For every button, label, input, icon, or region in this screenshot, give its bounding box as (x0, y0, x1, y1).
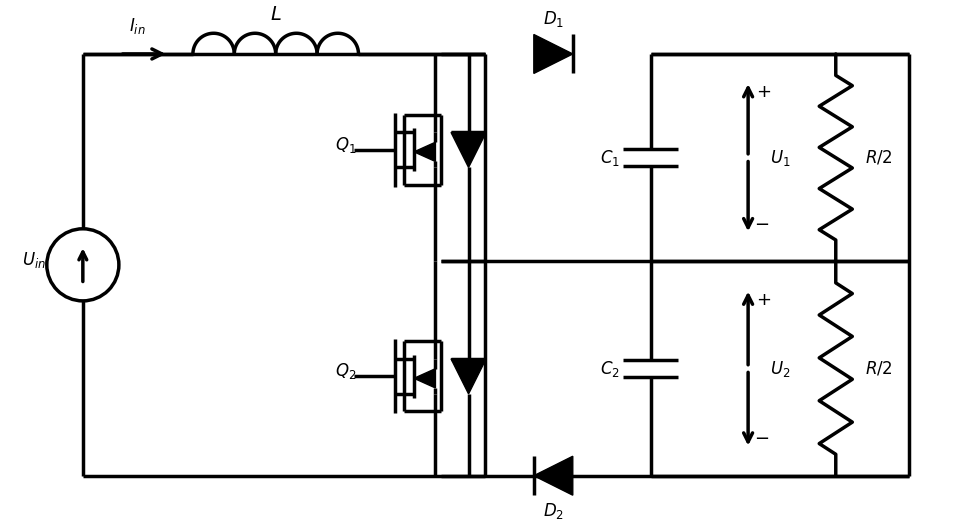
Text: $Q_1$: $Q_1$ (334, 135, 356, 155)
Polygon shape (533, 456, 572, 495)
Polygon shape (451, 132, 486, 167)
Text: +: + (755, 83, 770, 101)
Text: $I_{in}$: $I_{in}$ (129, 16, 146, 36)
Text: $D_2$: $D_2$ (542, 501, 563, 521)
Polygon shape (414, 142, 435, 162)
Text: $U_{in}$: $U_{in}$ (22, 250, 46, 270)
Text: $R/2$: $R/2$ (865, 360, 892, 377)
Polygon shape (451, 359, 486, 394)
Text: $L$: $L$ (270, 5, 282, 24)
Polygon shape (533, 35, 572, 74)
Text: $D_1$: $D_1$ (542, 8, 563, 29)
Text: $R/2$: $R/2$ (865, 149, 892, 167)
Text: +: + (755, 291, 770, 309)
Polygon shape (414, 369, 435, 388)
Text: $-$: $-$ (753, 428, 769, 446)
Text: $C_1$: $C_1$ (600, 148, 619, 167)
Text: $-$: $-$ (753, 214, 769, 232)
Text: $U_1$: $U_1$ (769, 148, 789, 167)
Text: $Q_2$: $Q_2$ (334, 362, 356, 382)
Text: $U_2$: $U_2$ (769, 359, 789, 379)
Text: $C_2$: $C_2$ (600, 359, 619, 379)
